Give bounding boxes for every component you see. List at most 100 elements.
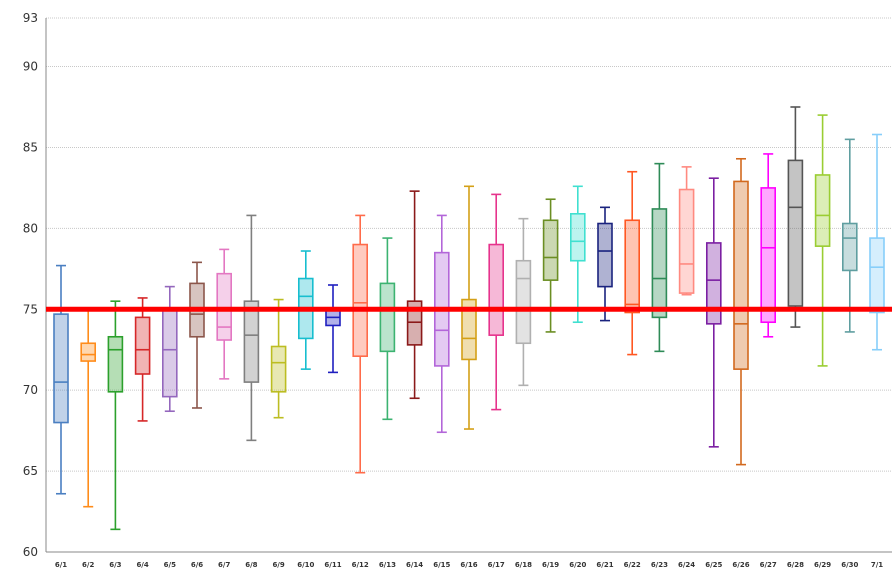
box-iqr xyxy=(841,222,858,272)
box-6-1 xyxy=(53,264,69,495)
box-6-7 xyxy=(216,248,232,380)
label-layer: 60 65 70 75 80 85 90 93 6/1 6/2 6/3 6/4 6/5 6/6 6/7 6/8… xyxy=(23,11,884,569)
box-6-15 xyxy=(433,214,450,434)
box-iqr xyxy=(651,208,668,319)
x-tick-label: 6/17 xyxy=(488,561,505,569)
box-iqr xyxy=(597,222,613,288)
x-tick-label: 6/2 xyxy=(82,561,94,569)
box-6-30 xyxy=(841,138,858,333)
box-iqr xyxy=(134,316,151,375)
x-tick-label: 6/12 xyxy=(352,561,369,569)
box-iqr xyxy=(814,174,831,247)
x-tick-label: 6/5 xyxy=(164,561,176,569)
x-tick-label: 6/23 xyxy=(651,561,668,569)
box-6-20 xyxy=(569,185,586,324)
box-6-21 xyxy=(597,206,613,322)
x-tick-label: 6/16 xyxy=(460,561,477,569)
box-6-6 xyxy=(189,261,205,409)
box-6-22 xyxy=(624,170,641,356)
x-tick-label: 6/26 xyxy=(732,561,749,569)
x-tick-label: 6/27 xyxy=(760,561,777,569)
x-tick-label: 6/14 xyxy=(406,561,423,569)
box-iqr xyxy=(760,187,777,324)
box-iqr xyxy=(80,342,96,362)
x-tick-label: 6/8 xyxy=(245,561,257,569)
box-6-17 xyxy=(488,193,505,411)
box-iqr xyxy=(678,188,695,294)
box-6-3 xyxy=(107,300,124,531)
x-tick-label: 6/22 xyxy=(624,561,641,569)
box-iqr xyxy=(624,219,641,314)
box-iqr xyxy=(705,242,722,325)
box-6-16 xyxy=(461,185,477,430)
box-6-26 xyxy=(733,157,749,466)
box-6-14 xyxy=(406,190,423,400)
box-iqr xyxy=(461,298,477,361)
box-iqr xyxy=(352,243,369,358)
x-tick-label: 6/15 xyxy=(433,561,450,569)
axis-layer xyxy=(45,18,892,553)
box-iqr xyxy=(569,213,586,262)
box-iqr xyxy=(53,313,69,424)
y-tick-label: 93 xyxy=(23,11,38,25)
x-tick-label: 6/3 xyxy=(109,561,121,569)
box-6-25 xyxy=(705,177,722,448)
box-iqr xyxy=(733,180,749,370)
y-tick-label: 75 xyxy=(23,302,38,316)
x-tick-label: 6/24 xyxy=(678,561,695,569)
x-tick-label: 6/30 xyxy=(841,561,858,569)
box-6-12 xyxy=(352,214,369,474)
box-iqr xyxy=(787,159,804,307)
box-6-13 xyxy=(379,237,396,421)
box-6-23 xyxy=(651,162,668,353)
box-6-5 xyxy=(162,285,178,413)
x-tick-label: 6/18 xyxy=(515,561,532,569)
box-layer xyxy=(53,106,885,531)
box-6-9 xyxy=(270,298,287,419)
box-6-2 xyxy=(80,308,96,508)
box-6-4 xyxy=(134,297,151,422)
x-tick-label: 6/6 xyxy=(191,561,203,569)
x-tick-label: 6/1 xyxy=(55,561,67,569)
box-iqr xyxy=(379,282,396,353)
y-tick-label: 60 xyxy=(23,545,38,559)
x-tick-label: 6/4 xyxy=(136,561,148,569)
x-tick-label: 6/9 xyxy=(272,561,284,569)
box-6-29 xyxy=(814,114,831,367)
y-tick-label: 80 xyxy=(23,221,38,235)
box-iqr xyxy=(107,335,124,393)
box-6-18 xyxy=(515,217,532,387)
y-tick-label: 65 xyxy=(23,464,38,478)
x-tick-label: 7/1 xyxy=(871,561,883,569)
x-tick-label: 6/25 xyxy=(705,561,722,569)
box-7-1 xyxy=(869,133,885,351)
x-tick-label: 6/19 xyxy=(542,561,559,569)
box-6-19 xyxy=(542,198,559,333)
box-iqr xyxy=(162,308,178,398)
box-iqr xyxy=(869,237,885,314)
x-tick-label: 6/13 xyxy=(379,561,396,569)
box-iqr xyxy=(488,243,505,336)
y-tick-label: 90 xyxy=(23,60,38,74)
box-iqr xyxy=(270,345,287,393)
box-6-8 xyxy=(243,214,260,442)
box-6-27 xyxy=(760,153,777,338)
box-6-11 xyxy=(325,284,341,374)
box-iqr xyxy=(406,300,423,346)
box-6-24 xyxy=(678,166,695,296)
x-tick-label: 6/21 xyxy=(596,561,613,569)
box-iqr xyxy=(515,259,532,345)
y-tick-label: 85 xyxy=(23,140,38,154)
x-tick-label: 6/28 xyxy=(787,561,804,569)
x-tick-label: 6/10 xyxy=(297,561,314,569)
box-iqr xyxy=(243,300,260,383)
x-tick-label: 6/7 xyxy=(218,561,230,569)
x-tick-label: 6/11 xyxy=(324,561,341,569)
box-iqr xyxy=(542,219,559,281)
y-tick-label: 70 xyxy=(23,383,38,397)
x-tick-label: 6/20 xyxy=(569,561,586,569)
box-6-28 xyxy=(787,106,804,328)
x-tick-label: 6/29 xyxy=(814,561,831,569)
